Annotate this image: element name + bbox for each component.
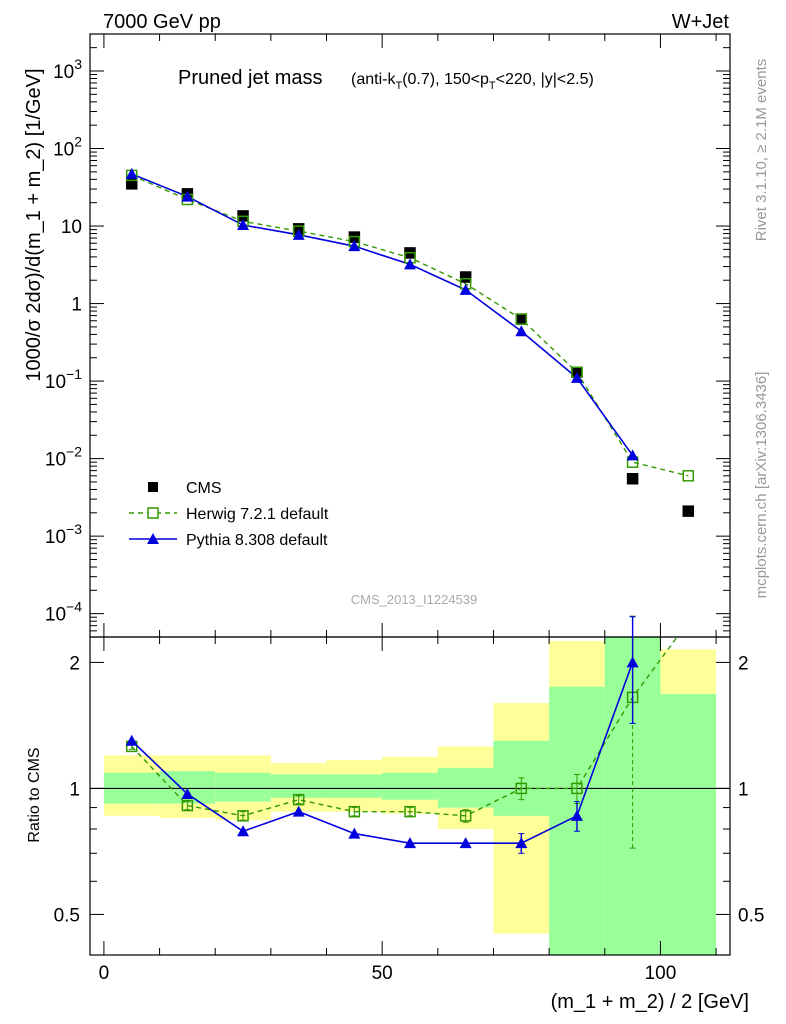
legend-label: Pythia 8.308 default: [186, 532, 328, 549]
ratio-y-tick-label: 0.5: [54, 905, 80, 926]
process-label: W+Jet: [672, 11, 730, 33]
plot-subtitle: (anti-kT(0.7), 150<pT<220, |y|<2.5): [351, 71, 594, 92]
herwig-point: [515, 313, 528, 325]
y-tick-label: 10−4: [45, 599, 82, 626]
analysis-id-label: CMS_2013_I1224539: [351, 592, 478, 607]
y-tick-label: 10−3: [45, 521, 82, 548]
pythia-ratio-line: [131, 662, 634, 844]
herwig-ratio-point: [181, 799, 194, 812]
herwig-line: [131, 174, 689, 477]
x-axis-label: (m_1 + m_2) / 2 [GeV]: [551, 991, 749, 1013]
y-tick-label: 1: [71, 295, 82, 316]
pythia-point: [125, 167, 138, 179]
herwig-ratio-point: [348, 805, 361, 818]
legend-cms-marker: [148, 482, 158, 492]
band-green: [270, 774, 327, 798]
x-tick-label: 50: [372, 963, 393, 984]
y-tick-label: 10−2: [45, 444, 82, 471]
y-tick-label: 10−1: [45, 366, 82, 393]
herwig-ratio-point: [515, 782, 528, 795]
y-tick-label: 10: [61, 217, 82, 238]
herwig-ratio-point: [571, 782, 583, 795]
pythia-ratio-point: [292, 805, 305, 817]
x-tick-label: 0: [99, 963, 110, 984]
mcplots-label: mcplots.cern.ch [arXiv:1306.3436]: [753, 372, 770, 599]
pythia-point: [292, 228, 305, 240]
cms-point: [459, 271, 472, 283]
pythia-ratio-point: [626, 656, 639, 668]
x-tick-label: 100: [645, 963, 677, 984]
band-green: [437, 767, 494, 808]
pythia-ratio-point: [348, 827, 361, 839]
pythia-point: [348, 240, 361, 252]
herwig-ratio-point: [237, 810, 249, 822]
y-tick-label: 102: [53, 134, 82, 161]
band-green: [382, 772, 438, 800]
pythia-point: [515, 325, 528, 337]
legend-pythia-marker: [147, 533, 159, 544]
legend-herwig-marker: [147, 507, 159, 519]
pythia-ratio-point: [459, 837, 472, 849]
pythia-point: [181, 190, 194, 202]
pythia-ratio-point: [404, 837, 416, 849]
pythia-point: [570, 371, 583, 383]
ratio-y-tick-label: 1: [69, 779, 80, 800]
collision-energy-label: 7000 GeV pp: [103, 11, 221, 33]
band-yellow: [493, 702, 550, 934]
legend-label: CMS: [186, 480, 222, 497]
plot-title: Pruned jet mass: [178, 67, 323, 89]
ratio-y-tick-label: 2: [69, 653, 80, 674]
ratio-y-axis-label: Ratio to CMS: [26, 747, 43, 842]
band-green: [660, 694, 717, 955]
legend: CMS Herwig 7.2.1 default Pythia 8.308 defa…: [129, 480, 329, 549]
herwig-ratio-point: [404, 805, 416, 818]
cms-point: [682, 505, 695, 517]
herwig-point: [682, 470, 695, 482]
pythia-ratio-point: [181, 787, 194, 799]
band-green: [326, 774, 383, 798]
pythia-line: [131, 173, 634, 456]
pythia-point: [404, 258, 416, 270]
pythia-ratio-point: [570, 809, 583, 821]
herwig-ratio-point: [459, 810, 472, 822]
cms-point: [626, 472, 639, 485]
ratio-y-tick-label-right: 0.5: [738, 905, 764, 926]
series-layer: [125, 167, 695, 854]
legend-label: Herwig 7.2.1 default: [186, 506, 329, 523]
cms-point: [515, 313, 528, 325]
pythia-point: [626, 449, 639, 461]
ratio-y-tick-label-right: 2: [738, 653, 749, 674]
band-green: [215, 772, 271, 802]
main-axes: 10−4 10−3 10−2 10−1 1 10 102 103: [45, 33, 730, 638]
pythia-point: [237, 219, 250, 231]
ratio-axes: 0.5 0.5 1 1 2 2 0 50 100: [54, 637, 764, 984]
herwig-ratio-point: [292, 793, 305, 806]
pythia-point: [459, 283, 472, 295]
ratio-panel-frame: [89, 636, 731, 956]
y-tick-label: 103: [53, 56, 82, 83]
pythia-ratio-point: [125, 734, 138, 746]
main-y-axis-label: 1000/σ 2dσ)/d(m_1 + m_2) [1/GeV]: [23, 68, 45, 381]
pythia-ratio-point: [515, 837, 528, 849]
ratio-y-tick-label-right: 1: [738, 779, 749, 800]
pythia-ratio-point: [237, 825, 250, 837]
rivet-version-label: Rivet 3.1.10, ≥ 2.1M events: [753, 59, 770, 242]
